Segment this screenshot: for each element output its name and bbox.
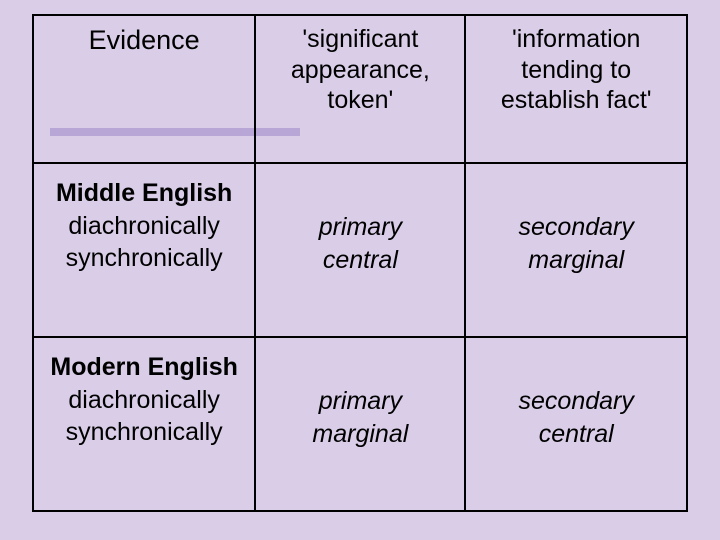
header-def2-line: establish fact' bbox=[466, 85, 686, 116]
group-sub: diachronically bbox=[34, 211, 254, 242]
value: central bbox=[466, 419, 686, 450]
row-colA-cell: primary marginal bbox=[255, 337, 465, 511]
row-colA-values: primary marginal bbox=[256, 338, 464, 449]
group-title: Modern English bbox=[34, 352, 254, 383]
value: secondary bbox=[466, 386, 686, 417]
row-colB-cell: secondary central bbox=[465, 337, 687, 511]
group-sub: synchronically bbox=[34, 243, 254, 274]
row-label-cell: Modern English diachronically synchronic… bbox=[33, 337, 255, 511]
header-word: Evidence bbox=[34, 16, 254, 57]
header-def2-line: tending to bbox=[466, 55, 686, 86]
value: marginal bbox=[256, 419, 464, 450]
row-group: Middle English diachronically synchronic… bbox=[34, 164, 254, 274]
table-row: Middle English diachronically synchronic… bbox=[33, 163, 687, 337]
header-def1-cell: 'significant appearance, token' bbox=[255, 15, 465, 163]
header-def2-line: 'information bbox=[466, 24, 686, 55]
row-colA-cell: primary central bbox=[255, 163, 465, 337]
header-def1: 'significant appearance, token' bbox=[256, 16, 464, 116]
table-row: Modern English diachronically synchronic… bbox=[33, 337, 687, 511]
header-def1-line: token' bbox=[256, 85, 464, 116]
row-colA-values: primary central bbox=[256, 164, 464, 275]
value: primary bbox=[256, 386, 464, 417]
value: secondary bbox=[466, 212, 686, 243]
row-group: Modern English diachronically synchronic… bbox=[34, 338, 254, 448]
header-word-cell: Evidence bbox=[33, 15, 255, 163]
group-sub: diachronically bbox=[34, 385, 254, 416]
header-def1-line: appearance, bbox=[256, 55, 464, 86]
value: marginal bbox=[466, 245, 686, 276]
evidence-table: Evidence 'significant appearance, token'… bbox=[32, 14, 688, 512]
row-colB-values: secondary marginal bbox=[466, 164, 686, 275]
header-def2: 'information tending to establish fact' bbox=[466, 16, 686, 116]
group-sub: synchronically bbox=[34, 417, 254, 448]
value: primary bbox=[256, 212, 464, 243]
table-header-row: Evidence 'significant appearance, token'… bbox=[33, 15, 687, 163]
row-label-cell: Middle English diachronically synchronic… bbox=[33, 163, 255, 337]
header-def1-line: 'significant bbox=[256, 24, 464, 55]
value: central bbox=[256, 245, 464, 276]
header-def2-cell: 'information tending to establish fact' bbox=[465, 15, 687, 163]
group-title: Middle English bbox=[34, 178, 254, 209]
row-colB-values: secondary central bbox=[466, 338, 686, 449]
row-colB-cell: secondary marginal bbox=[465, 163, 687, 337]
